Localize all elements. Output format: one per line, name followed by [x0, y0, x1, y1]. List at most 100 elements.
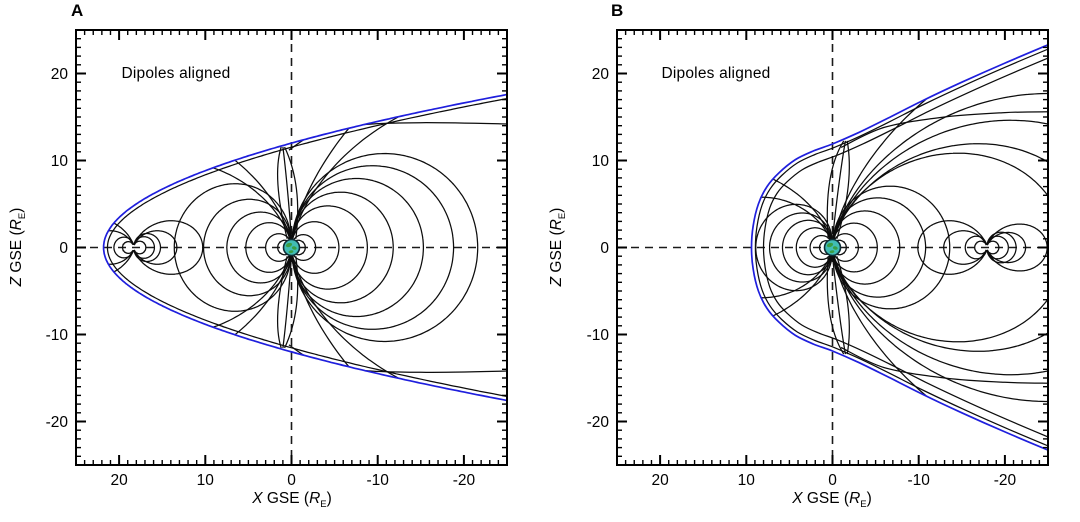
tail-field-line	[288, 344, 507, 373]
field-line	[121, 240, 134, 255]
field-line	[832, 233, 860, 262]
field-line	[264, 233, 292, 262]
cusp-field-line	[831, 140, 847, 239]
cusp-field-line	[826, 256, 845, 355]
y-axis-var: Z	[548, 276, 565, 287]
field-line	[986, 231, 1027, 264]
field-line	[291, 92, 507, 404]
y-tick-label: 10	[592, 153, 610, 170]
y-tick-label: 0	[600, 240, 609, 257]
x-axis-unit: R	[849, 490, 861, 507]
tail-field-line	[840, 346, 1048, 384]
field-line	[290, 221, 340, 274]
y-tick-label: -20	[46, 414, 69, 431]
axis-ticks	[76, 30, 507, 465]
tail-field-line	[288, 122, 507, 151]
cusp-field-line	[276, 256, 288, 349]
field-line	[245, 222, 293, 273]
field-line	[133, 230, 178, 265]
field-lines	[751, 43, 1048, 452]
y-axis-label: Z GSE (RE)	[548, 207, 569, 287]
annotation-dipoles-aligned: Dipoles aligned	[121, 65, 231, 82]
field-line	[290, 191, 394, 304]
tick-labels: 20 10 0 -10 -20 20 10 0 -10 -20	[587, 66, 1017, 489]
x-tick-label: 0	[287, 472, 296, 489]
field-line	[133, 220, 204, 275]
x-tick-label: 10	[738, 472, 756, 489]
panel-label: A	[71, 1, 84, 20]
field-line	[781, 219, 834, 276]
y-axis-unit: R	[8, 219, 25, 231]
earth-marker	[823, 238, 842, 257]
x-tick-label: 0	[828, 472, 837, 489]
field-line	[831, 197, 927, 298]
y-tick-label: 10	[51, 153, 69, 170]
tail-field-line	[840, 111, 1048, 148]
field-line	[768, 212, 834, 283]
x-tick-label: -20	[994, 472, 1017, 489]
field-line	[226, 211, 293, 284]
panel-A: 20 10 0 -10 -20 20 10 0 -10 -20 A Dipoles aligned…	[8, 1, 508, 510]
field-line	[751, 196, 833, 299]
field-line	[831, 222, 878, 273]
cusp-field-line	[282, 146, 293, 239]
x-tick-label: -20	[453, 472, 476, 489]
field-line	[943, 230, 987, 265]
tick-labels: 20 10 0 -10 -20 20 10 0 -10 -20	[46, 66, 476, 489]
field-line	[831, 185, 951, 310]
field-line	[291, 233, 317, 262]
panel-B-canvas: 20 10 0 -10 -20 20 10 0 -10 -20	[587, 29, 1049, 489]
earth-marker	[282, 238, 301, 257]
boundary-hugging-field-line	[106, 95, 507, 401]
y-axis-label: Z GSE (RE)	[8, 207, 29, 287]
x-tick-label: -10	[907, 472, 930, 489]
y-axis-var: Z	[8, 276, 25, 287]
y-tick-label: -10	[46, 327, 69, 344]
x-axis-label: X GSE (RE)	[792, 490, 872, 511]
field-line	[832, 119, 1048, 376]
annotation-dipoles-aligned: Dipoles aligned	[661, 65, 771, 82]
cusp-field-line	[284, 146, 299, 239]
x-tick-label: 10	[197, 472, 215, 489]
field-line	[290, 152, 479, 343]
field-line	[291, 92, 507, 404]
y-tick-label: 0	[59, 240, 68, 257]
panel-B: 20 10 0 -10 -20 20 10 0 -10 -20 B Dipoles aligned…	[540, 0, 1080, 522]
x-axis-var: X	[252, 490, 263, 507]
field-line	[809, 234, 833, 261]
x-tick-label: 20	[651, 472, 669, 489]
field-line	[290, 177, 425, 318]
cusp-field-line	[276, 146, 288, 239]
field-line	[832, 143, 1048, 352]
panel-A-canvas: 20 10 0 -10 -20 20 10 0 -10 -20	[46, 29, 508, 489]
field-line	[103, 159, 292, 336]
field-line	[831, 210, 901, 285]
field-line	[751, 166, 833, 329]
x-tick-label: 20	[110, 472, 128, 489]
field-line	[832, 92, 1048, 403]
boundary-hugging-field-line	[754, 46, 1048, 449]
panel-label: B	[611, 1, 624, 20]
cusp-field-line	[826, 140, 845, 239]
field-line	[290, 205, 369, 290]
field-lines	[103, 92, 507, 404]
y-tick-label: -20	[587, 414, 610, 431]
y-tick-label: -10	[587, 327, 610, 344]
field-line	[133, 240, 147, 255]
field-line	[917, 220, 987, 275]
field-line	[133, 232, 162, 263]
field-line	[103, 230, 134, 265]
field-line	[974, 240, 987, 255]
axis-ticks	[617, 30, 1048, 465]
y-tick-label: 20	[51, 66, 69, 83]
magnetopause-curve	[102, 93, 507, 402]
magnetopause-curve	[750, 43, 1048, 452]
field-line	[986, 240, 1000, 255]
cusp-field-line	[831, 256, 847, 355]
field-line	[795, 227, 834, 268]
x-tick-label: -10	[366, 472, 389, 489]
y-tick-label: 20	[592, 66, 610, 83]
field-line	[290, 165, 455, 330]
y-axis-unit: R	[548, 219, 565, 231]
